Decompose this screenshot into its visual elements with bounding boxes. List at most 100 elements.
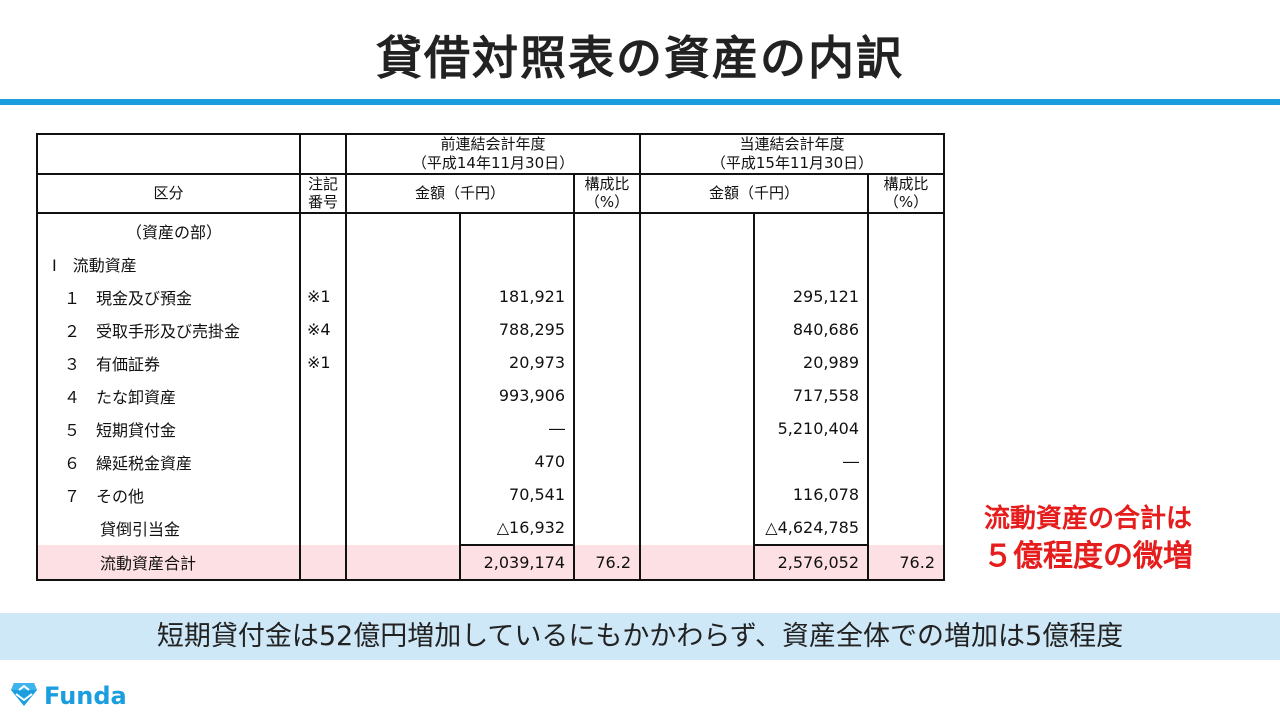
row-note [299, 445, 347, 478]
row-prev-amount: 2,039,174 [459, 545, 575, 581]
row-prev-amount: 20,973 [459, 346, 575, 379]
row-prev-ratio [573, 478, 641, 511]
row-prev-amount: 788,295 [459, 313, 575, 346]
row-curr-sub [639, 213, 755, 247]
row-prev-sub [345, 412, 461, 445]
row-prev-sub [345, 247, 461, 280]
row-label: ７ その他 [36, 478, 301, 511]
row-curr-amount: 295,121 [753, 280, 869, 313]
row-curr-sub [639, 511, 755, 545]
row-label: １ 現金及び預金 [36, 280, 301, 313]
balance-sheet-table-container: 前連結会計年度 （平成14年11月30日） 当連結会計年度 （平成15年11月3… [36, 133, 945, 581]
row-prev-sub [345, 213, 461, 247]
row-prev-amount: △16,932 [459, 511, 575, 546]
row-curr-amount [753, 247, 869, 280]
header-note-number: 注記 番号 [299, 172, 347, 214]
row-prev-sub [345, 445, 461, 478]
row-prev-amount: 181,921 [459, 280, 575, 313]
table-row: １ 現金及び預金 ※1 181,921 295,121 [36, 280, 945, 313]
note-number-line2: 番号 [307, 193, 338, 212]
row-prev-sub [345, 511, 461, 545]
summary-banner: 短期貸付金は52億円増加しているにもかかわらず、資産全体での増加は5億程度 [0, 613, 1280, 660]
row-prev-amount: 993,906 [459, 379, 575, 412]
row-label: Ⅰ 流動資産 [36, 247, 301, 280]
row-prev-ratio [573, 313, 641, 346]
row-curr-sub [639, 313, 755, 346]
row-note [299, 478, 347, 511]
table-row: Ⅰ 流動資産 [36, 247, 945, 280]
row-label: ５ 短期貸付金 [36, 412, 301, 445]
title-divider [0, 99, 1280, 105]
row-curr-ratio: 76.2 [867, 545, 945, 581]
row-prev-amount: 470 [459, 445, 575, 478]
header-prev-ratio: 構成比 （%） [573, 172, 641, 214]
curr-ratio-line2: （%） [883, 193, 929, 212]
row-label: （資産の部） [36, 213, 301, 247]
row-curr-sub [639, 346, 755, 379]
table-row: 貸倒引当金 △16,932 △4,624,785 [36, 511, 945, 546]
row-curr-ratio [867, 213, 945, 247]
table-row: ３ 有価証券 ※1 20,973 20,989 [36, 346, 945, 379]
row-prev-amount: ― [459, 412, 575, 445]
row-curr-ratio [867, 247, 945, 280]
table-row: （資産の部） [36, 213, 945, 247]
row-prev-amount [459, 247, 575, 280]
row-prev-amount: 70,541 [459, 478, 575, 511]
curr-period-label: 当連結会計年度 [739, 135, 845, 153]
row-prev-ratio [573, 412, 641, 445]
header-curr-amount: 金額（千円） [639, 172, 869, 214]
header-prev-amount: 金額（千円） [345, 172, 575, 214]
row-prev-sub [345, 313, 461, 346]
callout-line2: ５億程度の微増 [983, 539, 1193, 574]
header-curr-period: 当連結会計年度 （平成15年11月30日） [639, 133, 945, 175]
row-prev-ratio [573, 213, 641, 247]
curr-ratio-line1: 構成比 [883, 174, 929, 193]
row-curr-ratio [867, 445, 945, 478]
row-curr-amount: 20,989 [753, 346, 869, 379]
row-label: 流動資産合計 [36, 545, 301, 581]
prev-period-label: 前連結会計年度 [440, 135, 546, 153]
row-curr-sub [639, 545, 755, 581]
row-curr-ratio [867, 313, 945, 346]
row-curr-amount: 2,576,052 [753, 545, 869, 581]
row-curr-ratio [867, 412, 945, 445]
callout-annotation: 流動資産の合計は ５億程度の微増 [958, 500, 1218, 576]
row-curr-ratio [867, 379, 945, 412]
row-curr-ratio [867, 346, 945, 379]
header-blank-note [299, 133, 347, 175]
total-row: 流動資産合計 2,039,174 76.2 2,576,052 76.2 [36, 545, 945, 581]
row-note [299, 412, 347, 445]
row-label: ２ 受取手形及び売掛金 [36, 313, 301, 346]
logo-text: Funda [44, 682, 127, 710]
row-curr-amount: 5,210,404 [753, 412, 869, 445]
row-note [299, 545, 347, 581]
row-curr-ratio [867, 511, 945, 545]
header-blank [36, 133, 301, 175]
row-curr-sub [639, 412, 755, 445]
row-label: ３ 有価証券 [36, 346, 301, 379]
row-prev-sub [345, 346, 461, 379]
row-prev-amount [459, 213, 575, 247]
curr-period-date: （平成15年11月30日） [710, 153, 874, 172]
header-curr-ratio: 構成比 （%） [867, 172, 945, 214]
row-note: ※4 [299, 313, 347, 346]
balance-sheet-table: 前連結会計年度 （平成14年11月30日） 当連結会計年度 （平成15年11月3… [36, 133, 945, 581]
row-curr-ratio [867, 280, 945, 313]
note-number-line1: 注記 [307, 174, 338, 193]
row-curr-sub [639, 478, 755, 511]
table-row: ６ 繰延税金資産 470 ― [36, 445, 945, 478]
table-row: ４ たな卸資産 993,906 717,558 [36, 379, 945, 412]
diamond-logo-icon [10, 681, 38, 711]
header-category: 区分 [36, 172, 301, 214]
prev-ratio-line2: （%） [584, 193, 630, 212]
row-label: 貸倒引当金 [36, 511, 301, 545]
row-prev-ratio [573, 247, 641, 280]
table-row: ５ 短期貸付金 ― 5,210,404 [36, 412, 945, 445]
row-prev-ratio [573, 445, 641, 478]
table-row: ７ その他 70,541 116,078 [36, 478, 945, 511]
row-note [299, 247, 347, 280]
row-curr-amount: 116,078 [753, 478, 869, 511]
row-curr-amount: 717,558 [753, 379, 869, 412]
row-label: ４ たな卸資産 [36, 379, 301, 412]
row-curr-sub [639, 379, 755, 412]
